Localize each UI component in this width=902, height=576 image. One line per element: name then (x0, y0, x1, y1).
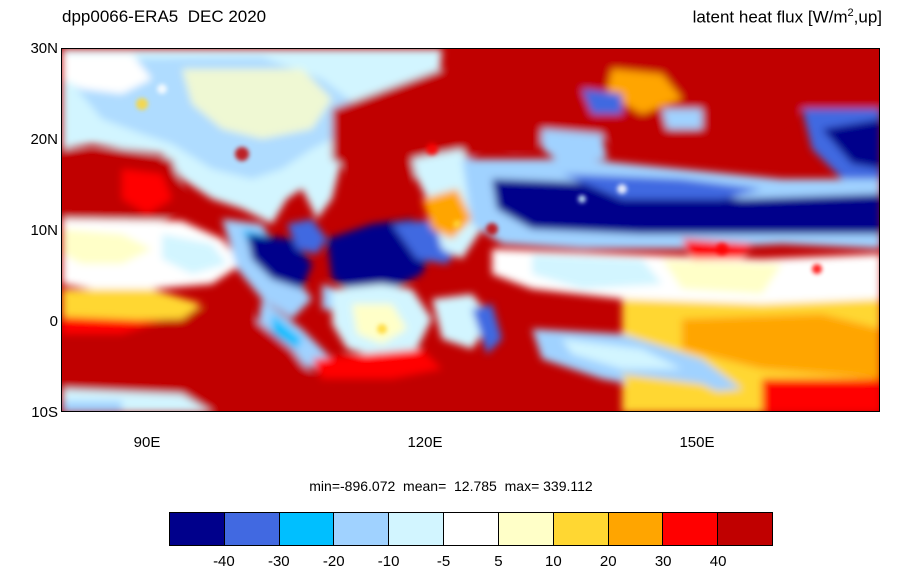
lat-label-20n: 20N (30, 131, 58, 148)
field-statistics: min=-896.072 mean= 12.785 max= 339.112 (309, 478, 593, 494)
lon-label-90e: 90E (133, 434, 161, 451)
colorbar-box (224, 513, 280, 545)
map-panel (61, 48, 880, 412)
colorbar-label: 20 (599, 553, 617, 570)
colorbar-box (498, 513, 554, 545)
lon-label-120e: 120E (407, 434, 443, 451)
colorbar-label: -20 (322, 553, 345, 570)
colorbar-label: 10 (545, 553, 562, 570)
variable-label: latent heat flux [W/m (692, 7, 848, 27)
lat-label-eq: 0 (49, 313, 58, 330)
colorbar-label: -5 (436, 553, 451, 570)
latent-heat-flux-field (62, 49, 879, 411)
colorbar-box (279, 513, 335, 545)
colorbar-box (334, 513, 390, 545)
colorbar-box (663, 513, 719, 545)
colorbar (169, 512, 773, 546)
colorbar-label: -30 (267, 553, 290, 570)
unit-exponent: 2 (847, 7, 854, 19)
lon-label-150e: 150E (679, 434, 715, 451)
colorbar-box (718, 513, 772, 545)
lat-label-10s: 10S (31, 404, 58, 421)
colorbar-label: 30 (654, 553, 672, 570)
colorbar-box (444, 513, 499, 545)
colorbar-box (170, 513, 225, 545)
colorbar-label: -10 (377, 553, 400, 570)
lat-label-30n: 30N (30, 40, 58, 57)
plot-title-right: latent heat flux [W/m2,up] (693, 7, 882, 28)
colorbar-label: 5 (494, 553, 503, 570)
plot-title-left: dpp0066-ERA5 DEC 2020 (62, 7, 267, 26)
colorbar-label: -40 (213, 553, 235, 570)
colorbar-box (553, 513, 609, 545)
variable-label-suffix: ,up] (853, 7, 882, 27)
colorbar-box (608, 513, 664, 545)
colorbar-box (389, 513, 445, 545)
lat-label-10n: 10N (30, 222, 58, 239)
colorbar-label: 40 (709, 553, 727, 570)
